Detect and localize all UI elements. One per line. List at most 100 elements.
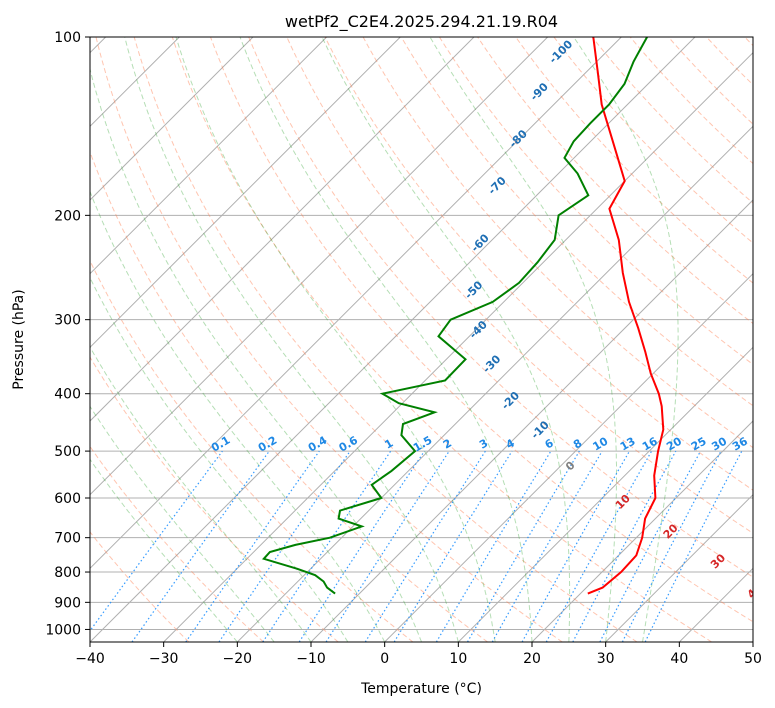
- mixing-ratio-line: [599, 450, 702, 642]
- mixing-ratio-label: 2: [441, 437, 454, 452]
- mixing-ratio-line: [262, 450, 392, 642]
- mixing-ratio-line: [298, 450, 425, 642]
- y-tick-label: 500: [54, 444, 81, 460]
- isotherm-line: [90, 37, 549, 496]
- x-axis-label: Temperature (°C): [360, 681, 482, 697]
- isotherm-annotation-label: 40: [745, 581, 765, 601]
- isotherm-line: [90, 37, 622, 570]
- mixing-ratio-label: 1: [382, 437, 395, 452]
- mixing-ratio-line: [393, 450, 513, 642]
- y-axis-ticks: 100 200 300 400 500 600 700 800 900 1000: [45, 30, 90, 638]
- x-axis-ticks: −40 −30 −20 −10 0 10 20 30 40 50: [75, 642, 762, 667]
- isotherm-annotation-label: 20: [661, 521, 681, 541]
- y-tick-label: 700: [54, 531, 81, 547]
- y-tick-label: 800: [54, 565, 81, 581]
- y-tick-label: 1000: [45, 622, 81, 638]
- dry-adiabat-line: [591, 37, 753, 204]
- moist-adiabat-line: [90, 405, 275, 642]
- mixing-ratio-line: [364, 450, 486, 642]
- isotherm-annotation-label: -100: [547, 37, 576, 66]
- isotherm-line: [384, 272, 753, 642]
- mixing-ratio-line: [572, 450, 677, 642]
- dry-adiabat-line: [95, 37, 563, 642]
- annotation-labels: 0.1 0.2 0.4 0.6 1 1.5 2 3 4 6 8 10 13 16 20 25 30 36-100-…: [209, 37, 765, 601]
- dry-adiabat-line: [90, 531, 190, 642]
- dry-adiabat-line: [324, 37, 753, 491]
- dry-adiabat-line: [90, 445, 264, 642]
- y-axis-label: Pressure (hPa): [11, 289, 27, 389]
- isotherm-annotation-label: -70: [486, 174, 509, 197]
- y-tick-label: 200: [54, 208, 81, 224]
- isotherm-line: [531, 420, 753, 642]
- mixing-ratio-line: [90, 450, 223, 632]
- isotherm-line: [457, 346, 753, 642]
- moist-adiabat-line: [175, 37, 496, 642]
- grid-lines: [90, 37, 753, 642]
- dewpoint-profile-line: [262, 37, 648, 595]
- isotherm-line: [90, 37, 401, 349]
- moist-adiabat-line: [90, 276, 349, 642]
- mixing-ratio-line: [491, 450, 603, 642]
- mixing-ratio-line: [545, 450, 653, 642]
- dry-adiabat-line: [286, 37, 753, 534]
- dry-adiabat-line: [248, 37, 753, 578]
- plot-area: 0.1 0.2 0.4 0.6 1 1.5 2 3 4 6 8 10 13 16 20 25 30 36-100-…: [90, 37, 765, 642]
- x-tick-label: 40: [670, 651, 688, 667]
- dry-adiabat-line: [668, 37, 753, 125]
- dry-adiabat-line: [210, 37, 753, 623]
- isotherm-annotation-label: -20: [499, 389, 522, 412]
- dry-adiabat-line: [400, 37, 753, 407]
- dry-adiabat-line: [706, 37, 753, 86]
- plot-frame: [89, 36, 754, 643]
- temperature-profile-line: [587, 37, 665, 595]
- y-tick-label: 300: [54, 313, 81, 329]
- mixing-ratio-line: [521, 450, 631, 642]
- isotherm-line: [163, 51, 753, 642]
- mixing-ratio-line: [466, 450, 580, 642]
- y-tick-label: 600: [54, 491, 81, 507]
- dry-adiabat-line: [133, 37, 638, 642]
- dry-adiabat-line: [438, 37, 753, 365]
- isotherm-annotation-label: -40: [467, 318, 490, 341]
- x-tick-label: −40: [75, 651, 105, 667]
- mixing-ratio-line: [185, 450, 320, 642]
- x-tick-label: 20: [523, 651, 541, 667]
- isotherm-annotation-label: 0: [563, 458, 578, 473]
- chart-title: wetPf2_C2E4.2025.294.21.19.R04: [285, 12, 558, 32]
- dry-adiabat-line: [515, 37, 753, 284]
- isotherm-line: [678, 567, 753, 642]
- mixing-ratio-line: [435, 450, 552, 642]
- isotherm-line: [236, 125, 753, 642]
- y-tick-label: 400: [54, 387, 81, 403]
- isotherm-line: [90, 37, 475, 422]
- mixing-ratio-line: [131, 450, 270, 642]
- profile-series: [262, 37, 665, 595]
- isotherm-line: [310, 199, 753, 642]
- isotherm-line: [90, 37, 696, 642]
- isotherm-annotation-label: 30: [708, 551, 728, 571]
- dry-adiabat-line: [90, 259, 414, 642]
- moist-adiabat-line: [124, 37, 459, 642]
- dry-adiabat-line: [744, 37, 753, 47]
- mixing-ratio-label: 4: [504, 436, 517, 451]
- isotherm-line: [90, 37, 328, 275]
- x-tick-label: −10: [296, 651, 326, 667]
- mixing-ratio-line: [325, 450, 450, 642]
- x-tick-label: 30: [597, 651, 615, 667]
- dry-adiabat-line: [90, 150, 488, 642]
- x-tick-label: 10: [449, 651, 467, 667]
- isotherm-line: [752, 641, 753, 642]
- isotherm-line: [605, 493, 753, 642]
- y-tick-label: 100: [54, 30, 81, 46]
- isotherm-annotation-label: -80: [507, 127, 530, 150]
- moist-adiabat-line: [90, 67, 422, 642]
- x-tick-label: −20: [223, 651, 253, 667]
- y-tick-label: 900: [54, 595, 81, 611]
- x-tick-label: 0: [380, 651, 389, 667]
- dry-adiabat-line: [553, 37, 753, 244]
- dry-adiabat-line: [171, 37, 712, 642]
- isotherm-annotation-label: -30: [480, 352, 503, 375]
- reference-lines: [90, 37, 753, 642]
- dry-adiabat-line: [477, 37, 753, 325]
